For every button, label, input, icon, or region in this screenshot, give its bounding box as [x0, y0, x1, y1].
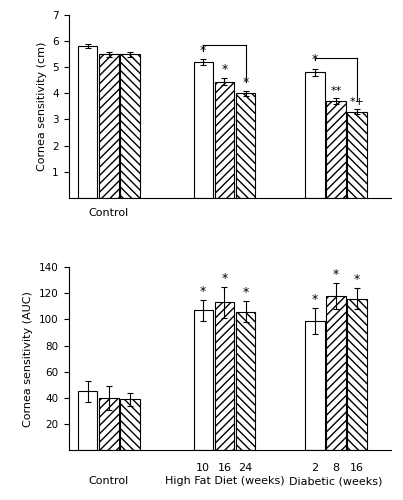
- Text: Control: Control: [89, 476, 129, 486]
- Text: High Fat Diet (weeks): High Fat Diet (weeks): [164, 476, 284, 486]
- Text: 16: 16: [350, 463, 364, 473]
- Bar: [120, 399, 140, 450]
- Bar: [78, 392, 98, 450]
- Text: *: *: [200, 44, 206, 57]
- Text: 10: 10: [196, 463, 210, 473]
- Bar: [236, 94, 256, 198]
- Text: 16: 16: [217, 463, 231, 473]
- Bar: [99, 398, 118, 450]
- Bar: [215, 82, 234, 198]
- Text: *: *: [354, 273, 360, 286]
- Text: 8: 8: [332, 463, 340, 473]
- Bar: [215, 302, 234, 450]
- Bar: [193, 310, 213, 450]
- Text: 2: 2: [312, 463, 318, 473]
- Text: *: *: [333, 268, 339, 281]
- Bar: [236, 312, 256, 450]
- Bar: [326, 101, 346, 198]
- Text: *: *: [312, 292, 318, 306]
- Text: *+: *+: [350, 97, 365, 107]
- Bar: [99, 54, 118, 198]
- Text: *: *: [243, 286, 249, 299]
- Bar: [305, 72, 325, 198]
- Y-axis label: Cornea sensitivity (AUC): Cornea sensitivity (AUC): [23, 290, 33, 426]
- Text: *: *: [221, 272, 228, 285]
- Y-axis label: Cornea sensitivity (cm): Cornea sensitivity (cm): [37, 42, 47, 171]
- Bar: [193, 62, 213, 198]
- Bar: [347, 112, 367, 198]
- Text: *: *: [221, 64, 228, 76]
- Text: *: *: [200, 285, 206, 298]
- Bar: [347, 298, 367, 450]
- Bar: [305, 321, 325, 450]
- Bar: [120, 54, 140, 198]
- Text: *: *: [243, 76, 249, 88]
- Text: Diabetic (weeks): Diabetic (weeks): [289, 476, 383, 486]
- Bar: [326, 296, 346, 450]
- Text: 24: 24: [239, 463, 253, 473]
- Text: **: **: [330, 86, 342, 96]
- Text: Control: Control: [89, 208, 129, 218]
- Bar: [78, 46, 98, 198]
- Text: *: *: [312, 54, 318, 66]
